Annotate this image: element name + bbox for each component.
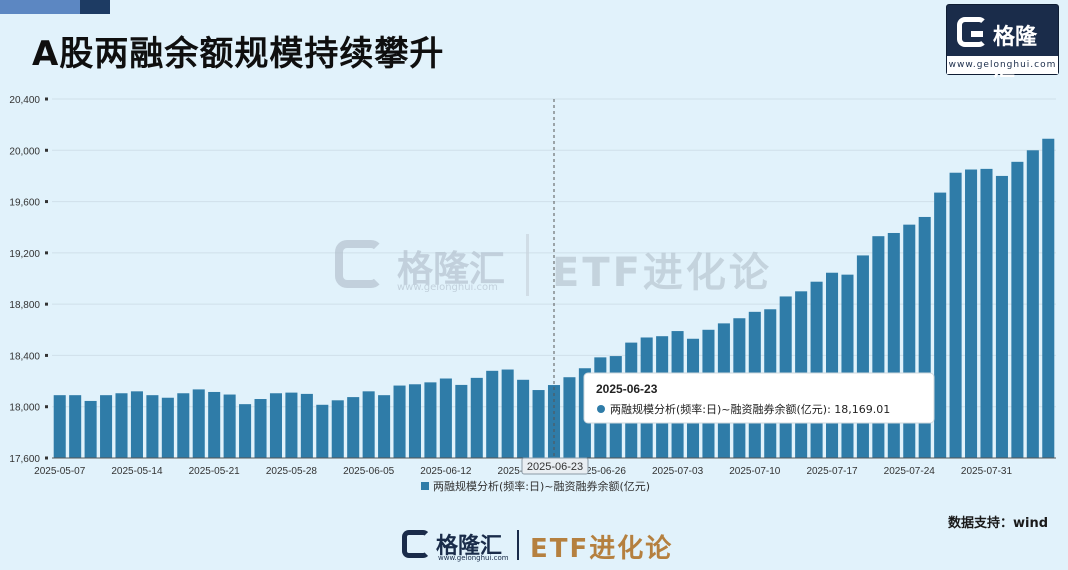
tooltip-value-text: 两融规模分析(频率:日)~融资融券余额(亿元): 18,169.01 [610, 402, 890, 416]
y-tick-mark [45, 97, 48, 101]
bar[interactable] [362, 391, 375, 458]
footer-g-icon [402, 530, 430, 558]
y-tick-mark [45, 405, 48, 409]
bar[interactable] [331, 400, 344, 458]
brand-name: 格隆汇 [993, 25, 1038, 82]
bar[interactable] [254, 399, 267, 458]
footer-brand-name: 格隆汇 [436, 534, 503, 559]
bar[interactable] [455, 384, 468, 458]
legend-label: 两融规模分析(频率:日)~融资融券余额(亿元) [433, 479, 650, 493]
x-tick-label: 2025-05-21 [189, 466, 241, 477]
bar[interactable] [285, 392, 298, 458]
x-tick-label: 2025-07-24 [884, 466, 936, 477]
bar[interactable] [1026, 150, 1039, 459]
x-tick-label: 2025-07-31 [961, 466, 1013, 477]
bar[interactable] [269, 393, 282, 458]
bar[interactable] [934, 192, 947, 458]
page-title: A股两融余额规模持续攀升 [32, 34, 445, 74]
bar[interactable] [393, 385, 406, 458]
bar[interactable] [347, 397, 360, 458]
brand-logo: 格隆汇 www.gelonghui.com [946, 4, 1059, 82]
bar[interactable] [130, 391, 143, 458]
bar[interactable] [84, 400, 97, 458]
x-tick-label: 2025-07-17 [806, 466, 858, 477]
bar[interactable] [470, 377, 483, 458]
y-tick-mark [45, 251, 48, 255]
watermark-divider [526, 234, 529, 296]
x-tick-label: 2025-06-26 [575, 466, 627, 477]
x-tick-label: 2025-05-07 [34, 466, 86, 477]
x-tick-label: 2025-06-12 [420, 466, 472, 477]
bar[interactable] [995, 175, 1008, 458]
bar[interactable] [115, 393, 128, 458]
y-tick-label: 20,000 [9, 146, 40, 157]
data-source: 数据支持：wind [948, 516, 1049, 531]
tooltip-series-dot [597, 405, 605, 413]
bar[interactable] [378, 395, 391, 458]
brand-g-icon [957, 17, 987, 47]
bar[interactable] [316, 404, 329, 458]
bar[interactable] [547, 385, 561, 458]
y-tick-mark [45, 456, 48, 460]
bar[interactable] [1011, 161, 1024, 458]
bar[interactable] [1042, 138, 1055, 458]
bar[interactable] [192, 389, 205, 458]
y-tick-label: 19,600 [9, 198, 40, 209]
y-tick-label: 18,800 [9, 300, 40, 311]
watermark-g-icon [335, 240, 383, 288]
x-tick-label: 2025-07-03 [652, 466, 704, 477]
crosshair-date-text: 2025-06-23 [527, 461, 583, 473]
footer-divider [517, 530, 519, 560]
bar[interactable] [517, 379, 530, 458]
bar[interactable] [69, 395, 82, 458]
x-tick-label: 2025-06-05 [343, 466, 395, 477]
y-tick-mark [45, 200, 48, 204]
bar[interactable] [100, 395, 113, 458]
y-tick-mark [45, 148, 48, 152]
y-tick-label: 17,600 [9, 454, 40, 465]
x-tick-label: 2025-07-10 [729, 466, 781, 477]
bar[interactable] [53, 395, 66, 458]
legend: 两融规模分析(频率:日)~融资融券余额(亿元) [421, 479, 650, 493]
bar[interactable] [177, 393, 190, 458]
bar[interactable] [949, 172, 962, 459]
watermark-brand-name: 格隆汇 [397, 249, 506, 290]
bar[interactable] [563, 377, 576, 458]
x-tick-label: 2025-05-14 [111, 466, 163, 477]
bar[interactable] [424, 382, 437, 458]
brand-url: www.gelonghui.com [947, 56, 1058, 74]
watermark-etf: ETF进化论 [552, 250, 772, 296]
y-tick-mark [45, 302, 48, 306]
bar[interactable] [439, 378, 452, 458]
bar[interactable] [208, 391, 221, 458]
y-tick-label: 20,400 [9, 95, 40, 106]
watermark-brand-url: www.gelonghui.com [397, 282, 498, 293]
bar[interactable] [146, 395, 159, 458]
crosshair-date-label: 2025-06-23 [521, 457, 589, 475]
y-tick-label: 18,400 [9, 351, 40, 362]
bar[interactable] [532, 390, 545, 458]
tooltip: 2025-06-23 两融规模分析(频率:日)~融资融券余额(亿元): 18,1… [583, 372, 935, 424]
y-tick-label: 19,200 [9, 249, 40, 260]
legend-swatch [421, 482, 429, 490]
y-tick-mark [45, 353, 48, 357]
bar[interactable] [408, 384, 422, 458]
bar[interactable] [486, 370, 499, 458]
footer-brand-url: www.gelonghui.com [438, 554, 509, 562]
bar[interactable] [300, 393, 313, 458]
bar[interactable] [980, 168, 993, 459]
footer-etf: ETF进化论 [530, 534, 674, 564]
tooltip-date: 2025-06-23 [596, 382, 658, 396]
bar[interactable] [965, 169, 978, 458]
top-accent-strip [0, 0, 110, 14]
x-tick-label: 2025-05-28 [266, 466, 318, 477]
bar[interactable] [223, 394, 236, 458]
y-tick-label: 18,000 [9, 403, 40, 414]
bar[interactable] [161, 397, 174, 458]
bar[interactable] [501, 369, 514, 458]
bar[interactable] [239, 404, 252, 458]
